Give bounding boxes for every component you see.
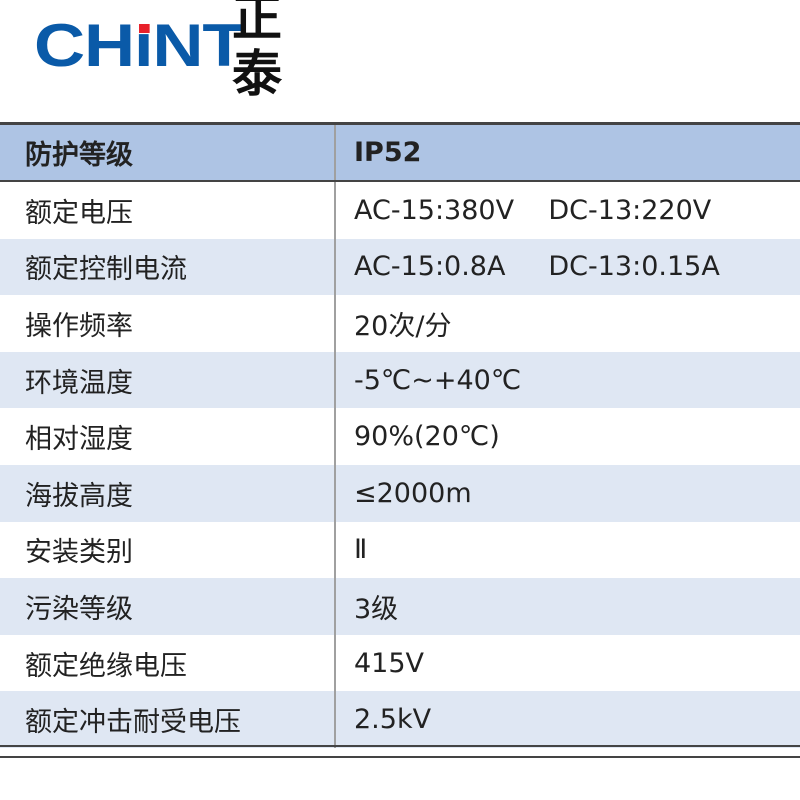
table-bottom-border: [0, 745, 800, 747]
table-row: 污染等级 3级: [0, 578, 800, 635]
row-label: 额定冲击耐受电压: [0, 691, 336, 748]
table-row: 相对湿度 90%(20℃): [0, 408, 800, 465]
row-value: AC-15:380V DC-13:220V: [354, 194, 712, 226]
table-row: 操作频率 20次/分: [0, 295, 800, 352]
table-row: 额定控制电流 AC-15:0.8A DC-13:0.15A: [0, 238, 800, 296]
row-value: 3级: [354, 593, 399, 625]
row-label: 额定绝缘电压: [0, 634, 336, 692]
row-label: 额定控制电流: [0, 238, 336, 296]
row-value: Ⅱ: [354, 534, 368, 566]
table-row: 海拔高度 ≤2000m: [0, 464, 800, 522]
table-bottom-border-double: [0, 756, 800, 758]
table-row: 环境温度 -5℃~+40℃: [0, 351, 800, 409]
table-row: 额定冲击耐受电压 2.5kV: [0, 691, 800, 748]
row-value: 20次/分: [354, 310, 452, 342]
table-row: 额定绝缘电压 415V: [0, 634, 800, 692]
row-value: ≤2000m: [354, 477, 472, 509]
table-row: 安装类别 Ⅱ: [0, 521, 800, 579]
table-header-row: 防护等级 IP52: [0, 125, 800, 182]
logo-chinese: 正泰: [232, 0, 284, 103]
logo-red-dot: [138, 24, 150, 33]
row-label: 海拔高度: [0, 464, 336, 522]
row-label: 相对湿度: [0, 408, 336, 465]
row-value: 2.5kV: [354, 704, 432, 736]
row-value: AC-15:0.8A DC-13:0.15A: [354, 251, 720, 283]
row-label: 操作频率: [0, 295, 336, 352]
logo-english: CHı NT: [34, 12, 246, 79]
table-row: 额定电压 AC-15:380V DC-13:220V: [0, 182, 800, 239]
row-value: 90%(20℃): [354, 421, 500, 453]
header-value: IP52: [354, 137, 422, 168]
row-label: 污染等级: [0, 578, 336, 635]
row-label: 额定电压: [0, 182, 336, 239]
row-value: 415V: [354, 647, 425, 679]
row-label: 安装类别: [0, 521, 336, 579]
row-label: 环境温度: [0, 351, 336, 409]
chnt-logo: CHı NT 正泰: [34, 0, 282, 102]
spec-table: 防护等级 IP52 额定电压 AC-15:380V DC-13:220V 额定控制电…: [0, 122, 800, 748]
row-value: -5℃~+40℃: [354, 364, 522, 396]
header-label: 防护等级: [0, 125, 336, 180]
